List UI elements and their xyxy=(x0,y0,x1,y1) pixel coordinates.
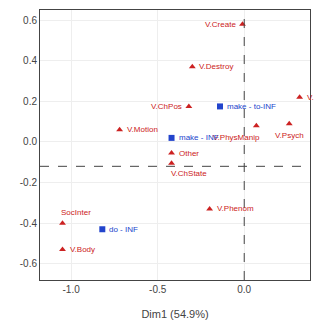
svg-text:Dim1 (54.9%): Dim1 (54.9%) xyxy=(141,308,208,320)
svg-text:-0.5: -0.5 xyxy=(149,284,167,295)
svg-text:-1.0: -1.0 xyxy=(63,284,81,295)
svg-text:V.ChPos: V.ChPos xyxy=(151,102,182,111)
svg-text:make - to-INF: make - to-INF xyxy=(227,102,276,111)
svg-text:-0.6: -0.6 xyxy=(20,258,38,269)
svg-text:-0.2: -0.2 xyxy=(20,177,38,188)
svg-text:Other: Other xyxy=(179,149,199,158)
svg-text:V.Destroy: V.Destroy xyxy=(199,62,233,71)
svg-text:V.PhysManip: V.PhysManip xyxy=(213,133,260,142)
svg-text:V.Phenom: V.Phenom xyxy=(217,204,254,213)
svg-text:V.Create: V.Create xyxy=(205,20,236,29)
svg-text:V.Psych: V.Psych xyxy=(275,131,304,140)
svg-text:0.4: 0.4 xyxy=(23,55,37,66)
svg-text:V.: V. xyxy=(307,93,314,102)
svg-text:0.0: 0.0 xyxy=(23,136,37,147)
svg-text:V.ChState: V.ChState xyxy=(171,169,207,178)
svg-text:SocInter: SocInter xyxy=(61,208,91,217)
svg-text:-0.4: -0.4 xyxy=(20,218,38,229)
svg-text:V.Motion: V.Motion xyxy=(127,125,158,134)
svg-text:make - INF: make - INF xyxy=(179,133,219,142)
svg-text:V.Body: V.Body xyxy=(70,245,95,254)
svg-text:0.2: 0.2 xyxy=(23,96,37,107)
svg-text:do - INF: do - INF xyxy=(109,225,138,234)
svg-text:0.6: 0.6 xyxy=(23,15,37,26)
svg-text:0.0: 0.0 xyxy=(237,284,251,295)
